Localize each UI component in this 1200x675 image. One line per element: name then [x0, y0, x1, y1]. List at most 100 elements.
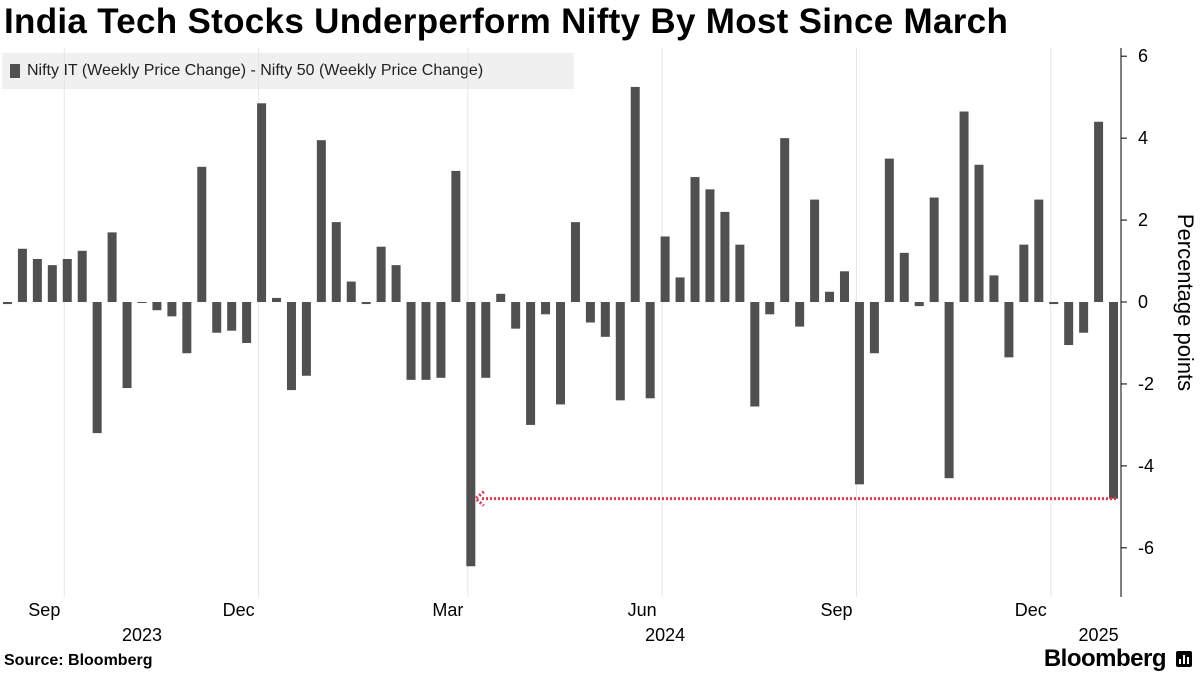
bar: [556, 302, 565, 405]
bar: [286, 302, 296, 391]
y-tick-label: -4: [1138, 456, 1154, 476]
bar: [914, 302, 924, 307]
x-year-label: 2023: [122, 625, 162, 645]
bar: [989, 275, 999, 303]
bar: [690, 177, 700, 303]
bar: [451, 170, 461, 303]
bar: [137, 302, 147, 304]
bar: [735, 244, 745, 303]
bar: [1094, 121, 1104, 303]
legend-swatch: [10, 64, 20, 78]
bar: [32, 258, 42, 303]
bar: [959, 111, 969, 303]
bar: [436, 302, 446, 378]
bar: [2, 302, 12, 305]
bar: [825, 291, 835, 303]
bar: [361, 302, 371, 305]
bar: [1079, 302, 1089, 333]
bar: [331, 222, 341, 303]
bar: [839, 271, 849, 303]
bar: [944, 302, 954, 479]
bar: [765, 302, 775, 315]
bar: [660, 236, 670, 303]
x-month-label: Sep: [820, 600, 852, 620]
bar: [107, 232, 117, 303]
bar: [570, 222, 580, 303]
x-year-label: 2025: [1079, 625, 1119, 645]
bar: [929, 197, 939, 303]
y-tick-label: 6: [1138, 46, 1148, 66]
bar: [346, 281, 356, 303]
chart-title: India Tech Stocks Underperform Nifty By …: [4, 2, 1009, 41]
bar: [780, 138, 790, 303]
bar: [1034, 199, 1044, 303]
bar: [585, 302, 595, 323]
bar: [869, 302, 879, 354]
y-axis-title: Percentage points: [1173, 214, 1198, 391]
bar: [421, 302, 431, 380]
bar: [17, 248, 27, 303]
bar: [316, 140, 326, 303]
y-tick-label: -2: [1138, 374, 1154, 394]
bar: [720, 211, 730, 303]
bar: [496, 293, 506, 303]
bar: [750, 302, 760, 407]
y-tick-label: 4: [1138, 128, 1148, 148]
bar: [77, 250, 87, 303]
x-month-label: Sep: [28, 600, 60, 620]
bar: [182, 302, 192, 354]
bar: [152, 302, 162, 311]
bar: [615, 302, 625, 401]
x-month-label: Jun: [628, 600, 657, 620]
y-tick-label: 2: [1138, 210, 1148, 230]
bar: [705, 189, 715, 303]
bar: [541, 302, 551, 315]
x-month-label: Mar: [432, 600, 463, 620]
bar: [62, 258, 72, 303]
bar: [47, 265, 57, 303]
bar: [122, 302, 132, 389]
bar: [884, 158, 894, 303]
bar: [481, 302, 491, 378]
bar: [406, 302, 416, 380]
bar: [795, 302, 805, 327]
bar: [810, 199, 820, 303]
bar: [600, 302, 610, 337]
bar: [272, 297, 282, 303]
source-note: Source: Bloomberg: [4, 652, 153, 669]
bar: [167, 302, 177, 317]
bloomberg-logo: Bloomberg: [1043, 645, 1167, 672]
bar: [257, 103, 267, 303]
legend-label: Nifty IT (Weekly Price Change) - Nifty 5…: [27, 62, 484, 79]
bar: [92, 302, 102, 434]
bar: [526, 302, 536, 425]
bar: [899, 252, 909, 303]
bar: [1019, 244, 1029, 303]
annotation-arrow-head: [473, 490, 485, 507]
bar: [675, 277, 685, 303]
bar: [854, 302, 864, 485]
bar: [630, 86, 640, 303]
bar: [391, 265, 401, 303]
x-year-label: 2024: [645, 625, 685, 645]
bar-chart-icon: [1176, 651, 1192, 667]
bar: [511, 302, 521, 329]
bar: [197, 166, 207, 303]
bar: [301, 302, 311, 376]
x-month-label: Dec: [223, 600, 255, 620]
bar: [466, 302, 476, 567]
bar: [376, 246, 386, 303]
bar: [242, 302, 252, 343]
bar: [1109, 302, 1119, 499]
bar: [212, 302, 222, 333]
y-tick-label: 0: [1138, 292, 1148, 312]
x-month-label: Dec: [1015, 600, 1047, 620]
bar: [1004, 302, 1014, 358]
y-tick-label: -6: [1138, 538, 1154, 558]
bar: [1049, 302, 1059, 305]
bar: [974, 164, 984, 303]
bar: [227, 302, 237, 331]
legend: Nifty IT (Weekly Price Change) - Nifty 5…: [2, 53, 574, 89]
bar: [645, 302, 655, 399]
bar: [1064, 302, 1074, 346]
